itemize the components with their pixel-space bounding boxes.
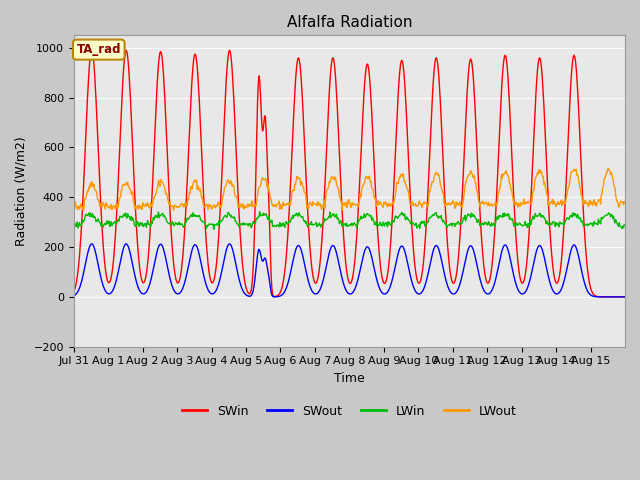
Title: Alfalfa Radiation: Alfalfa Radiation bbox=[287, 15, 412, 30]
Line: LWin: LWin bbox=[74, 212, 624, 229]
Y-axis label: Radiation (W/m2): Radiation (W/m2) bbox=[15, 136, 28, 246]
LWin bbox=[256, 209, 264, 215]
SWin bbox=[135, 260, 143, 265]
SWout bbox=[236, 281, 244, 287]
SWout bbox=[620, 294, 628, 300]
SWout bbox=[122, 241, 130, 247]
SWin bbox=[620, 294, 628, 300]
SWout bbox=[70, 293, 77, 299]
LWin bbox=[210, 227, 218, 232]
LWout bbox=[436, 182, 444, 188]
LWin bbox=[407, 220, 415, 226]
LWout bbox=[236, 204, 243, 210]
Legend: SWin, SWout, LWin, LWout: SWin, SWout, LWin, LWout bbox=[177, 400, 522, 423]
SWin bbox=[285, 223, 292, 228]
Text: TA_rad: TA_rad bbox=[77, 43, 121, 56]
Line: SWin: SWin bbox=[74, 50, 624, 297]
Line: SWout: SWout bbox=[74, 244, 624, 297]
SWout bbox=[437, 256, 445, 262]
LWin bbox=[236, 222, 244, 228]
SWin bbox=[437, 117, 445, 123]
Line: LWout: LWout bbox=[74, 168, 624, 211]
LWin bbox=[134, 220, 142, 226]
LWout bbox=[605, 166, 612, 171]
SWin bbox=[122, 48, 130, 53]
SWout bbox=[406, 273, 414, 279]
SWin bbox=[70, 289, 77, 295]
SWin bbox=[236, 232, 244, 238]
SWout bbox=[135, 287, 143, 292]
X-axis label: Time: Time bbox=[334, 372, 365, 385]
LWout bbox=[134, 206, 142, 212]
LWin bbox=[438, 217, 446, 223]
LWout bbox=[620, 199, 628, 204]
LWin bbox=[264, 216, 272, 222]
LWin bbox=[285, 218, 293, 224]
LWout bbox=[263, 183, 271, 189]
SWout bbox=[264, 266, 271, 272]
LWin bbox=[620, 222, 628, 228]
LWin bbox=[70, 223, 77, 229]
SWout bbox=[285, 279, 292, 285]
SWin bbox=[406, 197, 414, 203]
SWin bbox=[264, 165, 271, 170]
LWout bbox=[406, 200, 413, 205]
LWout bbox=[284, 202, 291, 207]
LWout bbox=[70, 208, 77, 214]
